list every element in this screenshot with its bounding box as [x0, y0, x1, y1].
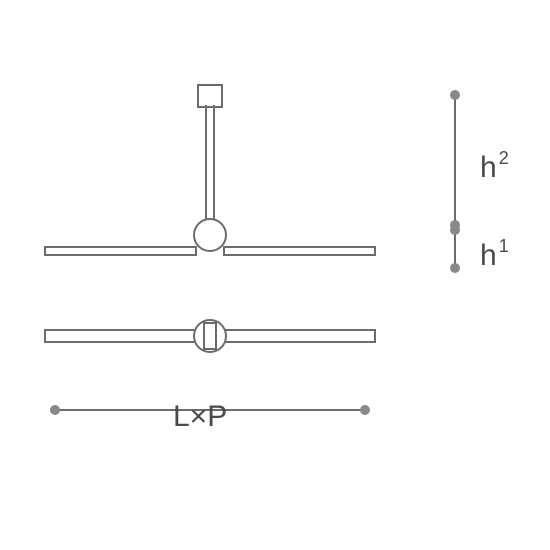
label-h1-sup: 1 — [499, 236, 509, 256]
label-lxp: L×P — [173, 400, 227, 434]
label-h2-sup: 2 — [499, 148, 509, 168]
label-h2-base: h — [480, 151, 497, 184]
label-h1-base: h — [480, 239, 497, 272]
label-h2: h2 — [480, 150, 509, 185]
technical-diagram — [0, 0, 550, 550]
label-h1: h1 — [480, 238, 509, 273]
